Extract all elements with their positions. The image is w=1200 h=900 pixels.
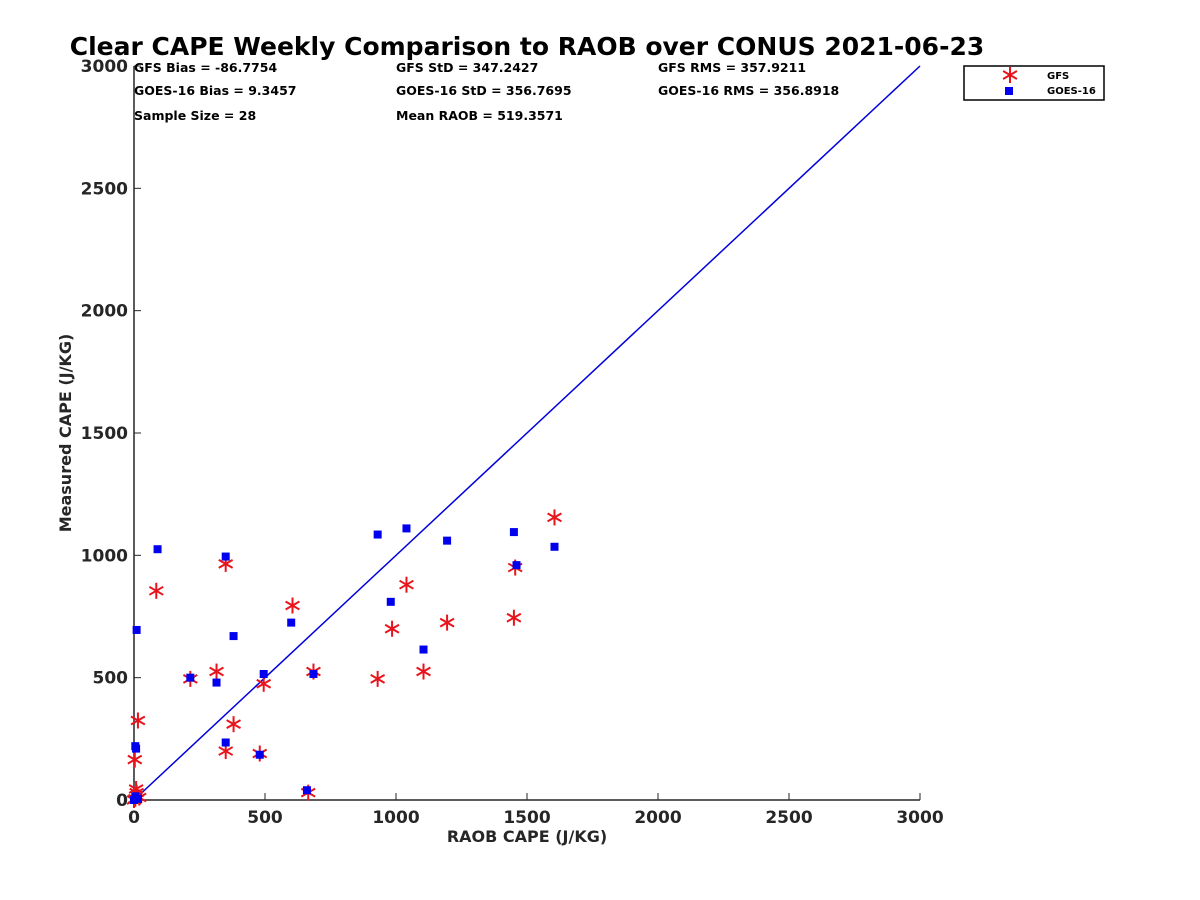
x-axis-label: RAOB CAPE (J/KG) [447, 827, 607, 846]
goes16-point [509, 528, 518, 537]
goes16-point [131, 792, 140, 801]
x-tick-label: 2500 [765, 808, 812, 828]
y-tick-label: 0 [116, 791, 128, 811]
legend-asterisk [1002, 67, 1018, 83]
goes16-point [386, 597, 395, 606]
legend-label-gfs: GFS [1047, 71, 1069, 82]
goes16-point [229, 632, 238, 641]
gfs-point [127, 751, 143, 768]
goes16-point [419, 645, 428, 654]
goes16-point [221, 552, 230, 561]
y-tick-label: 2500 [81, 179, 128, 199]
asterisk-stroke [439, 617, 455, 628]
stat-text: GFS Bias = -86.7754 [134, 60, 277, 75]
y-tick-label: 1500 [81, 424, 128, 444]
asterisk-stroke [209, 666, 224, 677]
x-tick-label: 3000 [896, 808, 943, 828]
asterisk-stroke [127, 754, 143, 765]
gfs-point [506, 609, 522, 626]
asterisk-stroke [218, 746, 234, 756]
goes16-point [512, 561, 521, 570]
goes16-point [186, 673, 195, 682]
legend: GFS GOES-16 [963, 65, 1105, 101]
goes16-point [373, 530, 382, 539]
asterisk-stroke [506, 612, 522, 623]
data-points [126, 509, 562, 808]
asterisk-stroke [218, 559, 234, 569]
reference-line [133, 65, 921, 801]
asterisk-stroke [370, 674, 386, 684]
goes16-point [255, 750, 264, 759]
stat-text: GFS StD = 347.2427 [396, 60, 538, 75]
gfs-point [370, 670, 386, 687]
gfs-point [547, 509, 562, 526]
x-tick-label: 2000 [634, 808, 681, 828]
asterisk-stroke [416, 666, 431, 677]
y-tick-label: 3000 [81, 57, 128, 77]
goes16-point [309, 669, 318, 678]
goes16-point [221, 738, 230, 747]
gfs-point [130, 712, 146, 729]
y-tick-label: 2000 [81, 302, 128, 322]
asterisk-stroke [384, 623, 400, 634]
stat-text: GOES-16 RMS = 356.8918 [658, 83, 839, 98]
x-tick-label: 500 [247, 808, 283, 828]
asterisk-stroke [148, 585, 164, 596]
gfs-point [209, 663, 224, 680]
asterisk-stroke [547, 512, 562, 523]
goes16-point [443, 536, 452, 545]
y-tick-label: 500 [93, 669, 129, 689]
goes16-point [287, 618, 296, 627]
legend-gfs-marker [1002, 67, 1018, 83]
asterisk-stroke [256, 678, 272, 689]
gfs-point [285, 597, 300, 614]
goes16-point [212, 678, 221, 687]
legend-label-goes16: GOES-16 [1047, 86, 1096, 97]
stat-text: Sample Size = 28 [134, 108, 256, 123]
stat-text: GOES-16 StD = 356.7695 [396, 83, 572, 98]
x-tick-label: 0 [128, 808, 140, 828]
goes16-point [550, 542, 559, 551]
gfs-point [399, 576, 414, 593]
goes16-point [302, 786, 311, 795]
y-axis-ticks: 0 500 1000 1500 2000 2500 3000 [81, 57, 141, 811]
asterisk-stroke [226, 719, 241, 730]
stats-block: GFS Bias = -86.7754 GFS StD = 347.2427 GFS… [134, 60, 839, 123]
gfs-point [416, 663, 431, 680]
asterisk-stroke [1002, 70, 1018, 80]
goes16-point [153, 545, 162, 554]
asterisk-stroke [399, 579, 414, 590]
legend-box [963, 65, 1105, 101]
y-axis-label: Measured CAPE (J/KG) [56, 334, 75, 533]
x-axis-ticks: 0 500 1000 1500 2000 2500 3000 [128, 793, 944, 828]
asterisk-stroke [285, 600, 300, 611]
goes16-point [132, 744, 141, 753]
asterisk-stroke [130, 715, 146, 726]
goes16-point [402, 524, 411, 533]
one-to-one-line [133, 65, 921, 801]
stat-text: Mean RAOB = 519.3571 [396, 108, 563, 123]
gfs-point [226, 716, 241, 733]
y-tick-label: 1000 [81, 546, 128, 566]
gfs-point [384, 620, 400, 637]
x-tick-label: 1000 [372, 808, 419, 828]
x-tick-label: 1500 [503, 808, 550, 828]
gfs-point [148, 582, 164, 599]
goes16-point [259, 669, 268, 678]
gfs-point [256, 675, 272, 692]
legend-goes16-marker [1005, 87, 1013, 95]
gfs-point [439, 614, 455, 631]
stat-text: GFS RMS = 357.9211 [658, 60, 806, 75]
stat-text: GOES-16 Bias = 9.3457 [134, 83, 296, 98]
goes16-point [132, 625, 141, 634]
chart-title: Clear CAPE Weekly Comparison to RAOB ove… [70, 32, 985, 61]
